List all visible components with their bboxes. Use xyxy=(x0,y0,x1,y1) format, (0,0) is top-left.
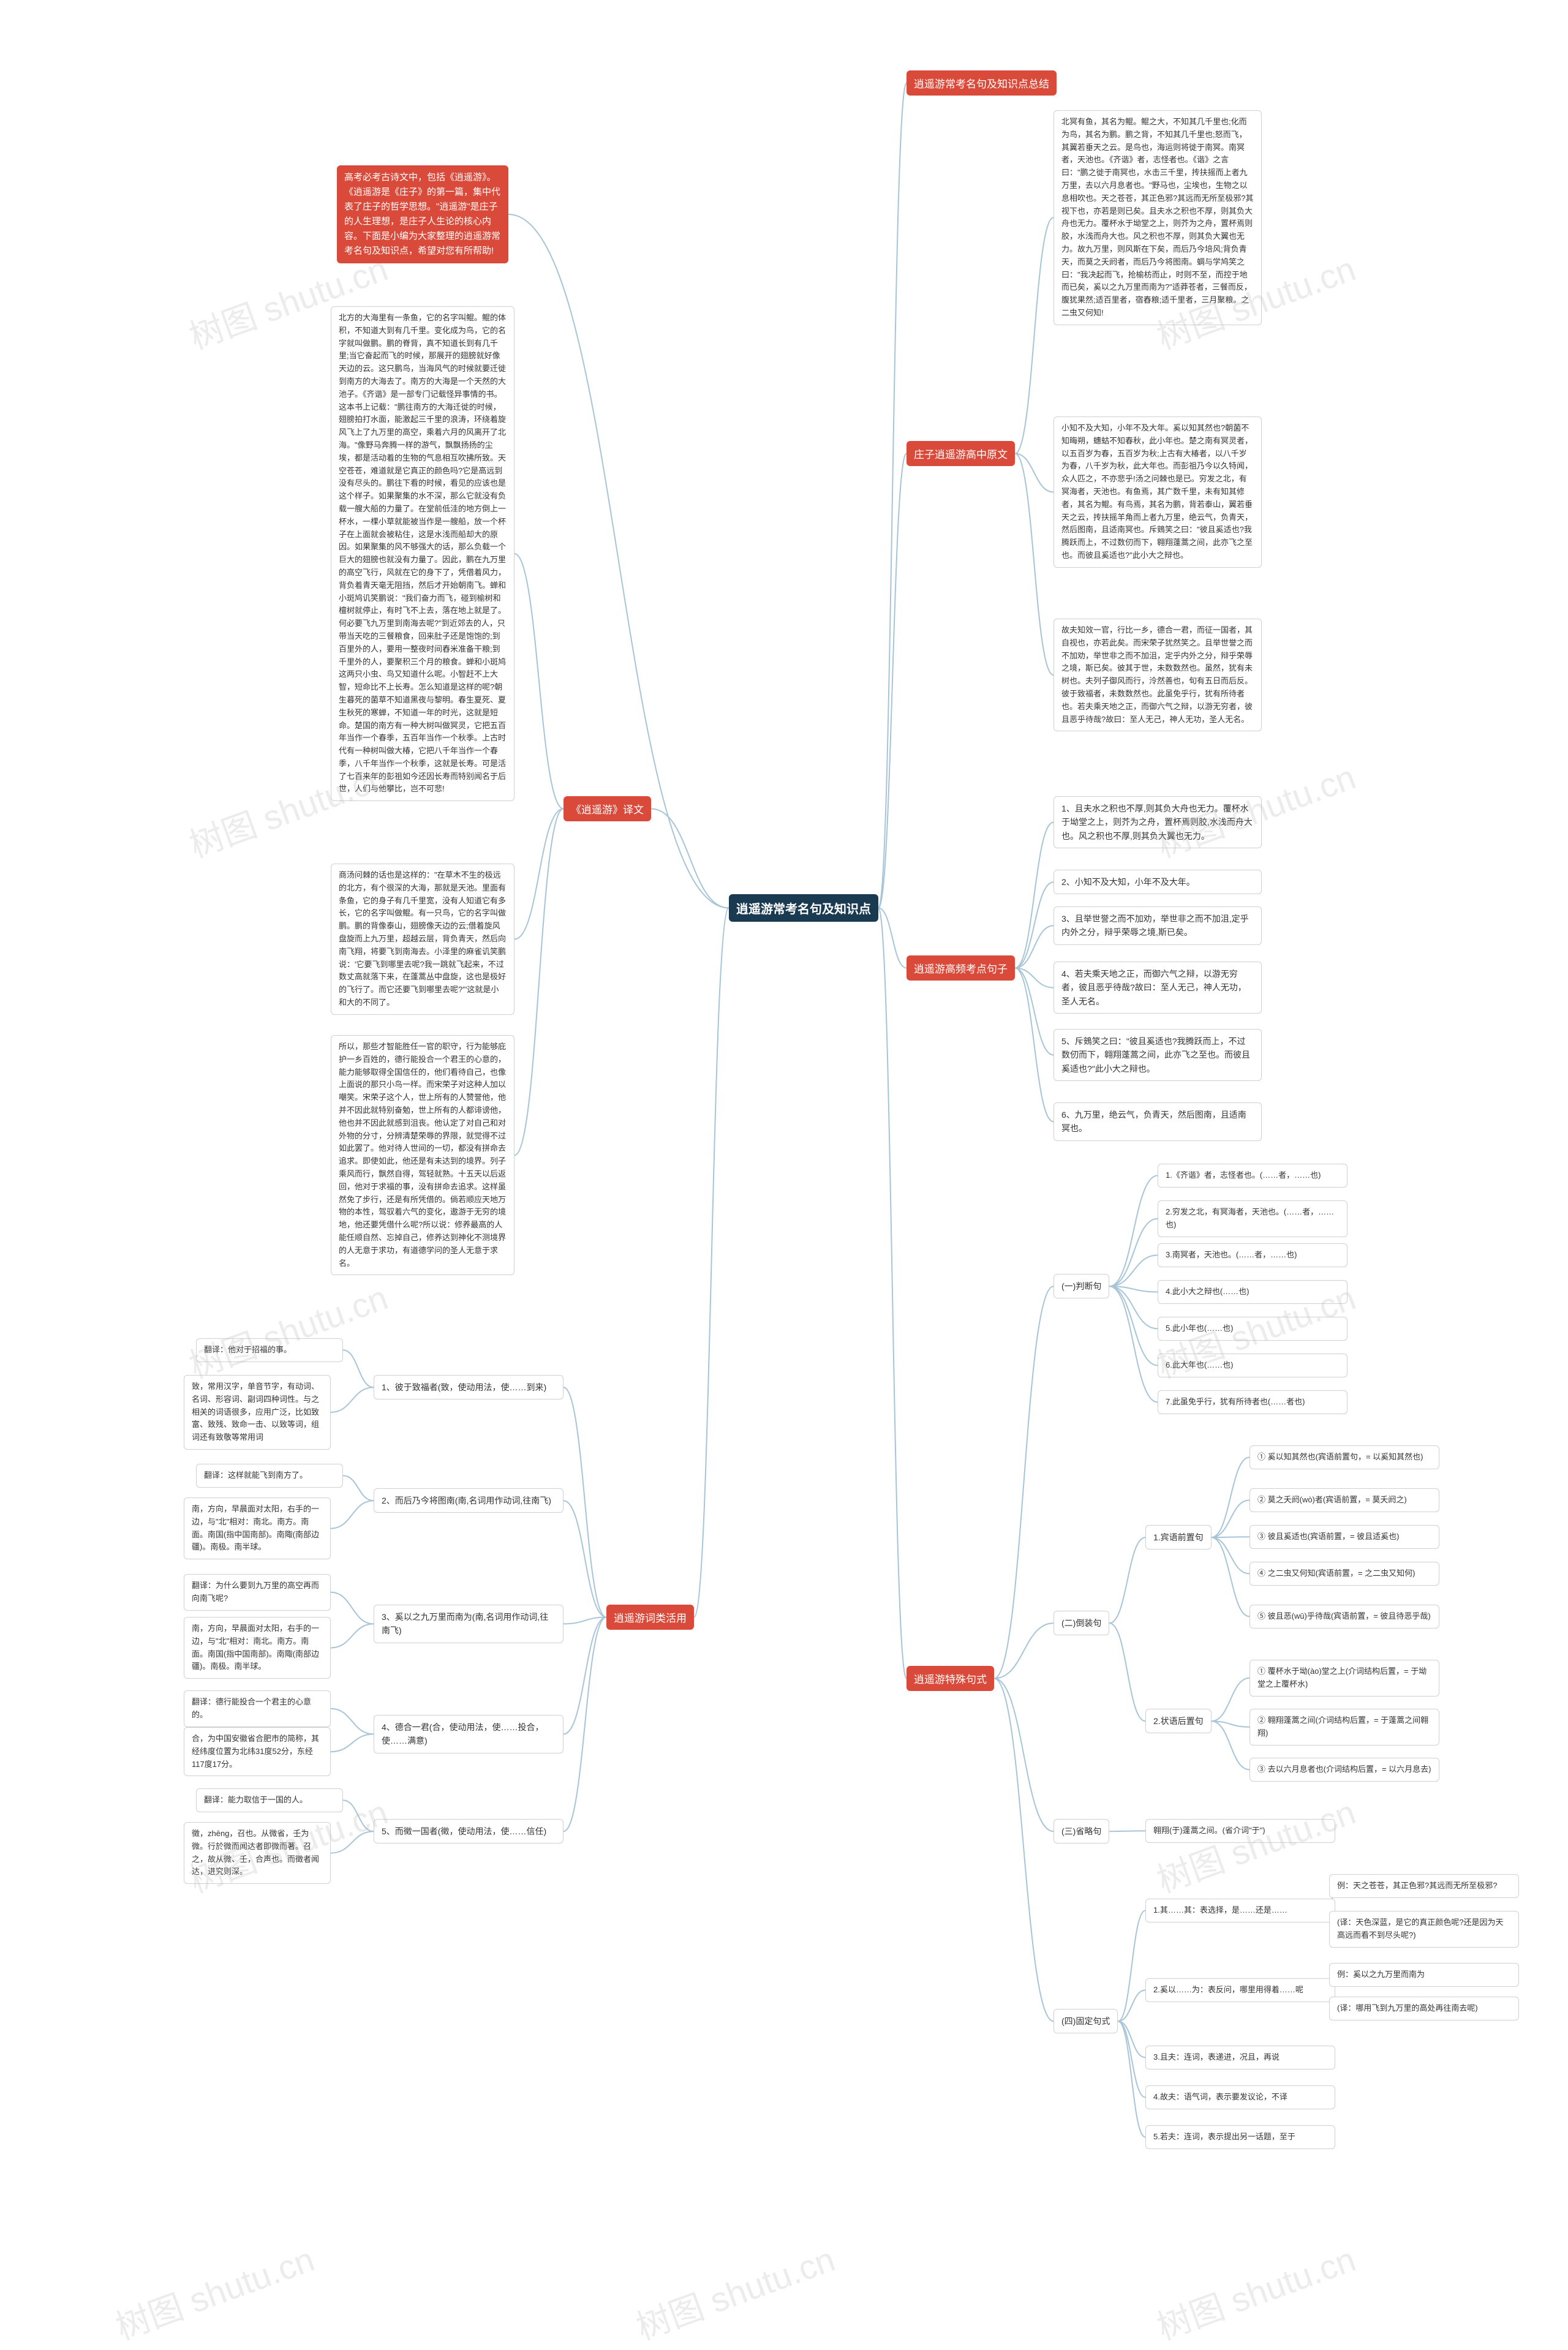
judge-1: 2.穷发之北，有冥海者，天池也。(……者，……也) xyxy=(1158,1200,1348,1237)
translation-section: 《逍遥游》译文 xyxy=(564,796,651,821)
wu-4-sub2: 合，为中国安徽省合肥市的简称，其经纬度位置为北纬31度52分，东经117度17分… xyxy=(184,1727,331,1776)
fixed-0-main: 1.其……其：表选择，是……还是…… xyxy=(1145,1899,1335,1923)
freq-4: 5、斥鴳笑之曰："彼且奚适也?我腾跃而上，不过数仞而下，翱翔蓬蒿之间，此亦飞之至… xyxy=(1054,1029,1262,1081)
invert-pre-2: ③ 彼且奚适也(宾语前置，= 彼且适奚也) xyxy=(1250,1525,1439,1549)
judge-3: 4.此小大之辩也(……也) xyxy=(1158,1280,1348,1304)
invert-post-0: ① 覆杯水于坳(ào)堂之上(介词结构后置，= 于坳堂之上覆杯水) xyxy=(1250,1660,1439,1697)
fixed-2-main: 3.且夫：连词，表递进，况且，再说 xyxy=(1145,2046,1335,2069)
word-usage-title: 逍遥游词类活用 xyxy=(606,1605,694,1630)
translation-title: 《逍遥游》译文 xyxy=(564,796,651,821)
invert-title: (二)倒装句 xyxy=(1054,1611,1109,1635)
summary-title: 逍遥游常考名句及知识点总结 xyxy=(907,70,1057,96)
fixed-3-main: 4.故夫：语气词，表示要发议论，不译 xyxy=(1145,2085,1335,2109)
intro-text: 高考必考古诗文中，包括《逍遥游》。《逍遥游是《庄子》的第一篇，集中代表了庄子的哲… xyxy=(337,165,508,263)
freq-1: 2、小知不及大知，小年不及大年。 xyxy=(1054,870,1262,894)
fixed-1-ex: 例：奚以之九万里而南为 xyxy=(1329,1963,1519,1987)
invert-post-2: ③ 去以六月息者也(介词结构后置，= 以六月息去) xyxy=(1250,1758,1439,1782)
root-node: 逍遥游常考名句及知识点 xyxy=(729,894,878,922)
original-title: 庄子逍遥游高中原文 xyxy=(907,441,1015,466)
invert-post-title: 2.状语后置句 xyxy=(1145,1709,1212,1733)
wu-2-sub1: 翻译：这样就能飞到南方了。 xyxy=(196,1464,343,1488)
wu-2-main: 2、而后乃今将图南(南,名词用作动词,往南飞) xyxy=(374,1488,564,1513)
fixed-1-tr: (译：哪用飞到九万里的高处再往南去呢) xyxy=(1329,1997,1519,2020)
freq-section: 逍遥游高频考点句子 xyxy=(907,955,1015,981)
judge-title: (一)判断句 xyxy=(1054,1274,1109,1298)
translation-block-1: 商汤问棘的话也是这样的："在草木不生的极远的北方，有个很深的大海，那就是天池。里… xyxy=(331,864,514,1015)
invert-pre-0: ① 奚以知其然也(宾语前置句，= 以奚知其然也) xyxy=(1250,1445,1439,1469)
root-label: 逍遥游常考名句及知识点 xyxy=(729,894,878,922)
fixed-0-tr: (译：天色深蓝，是它的真正颜色呢?还是因为天高远而看不到尽头呢?) xyxy=(1329,1911,1519,1948)
wu-3-sub1: 翻译：为什么要到九万里的高空再而向南飞呢? xyxy=(184,1574,331,1611)
wu-1-sub2: 致，常用汉字，单音节字，有动词、名词、形容词、副词四种词性。与之相关的词语很多，… xyxy=(184,1375,331,1450)
original-block-1: 小知不及大知，小年不及大年。奚以知其然也?朝菌不知晦朔，蟪蛄不知春秋，此小年也。… xyxy=(1054,416,1262,568)
freq-title: 逍遥游高频考点句子 xyxy=(907,955,1015,981)
freq-2: 3、且举世誉之而不加劝，举世非之而不加沮,定乎内外之分，辩乎荣辱之境,斯已矣。 xyxy=(1054,906,1262,945)
fixed-title: (四)固定句式 xyxy=(1054,2009,1118,2033)
invert-pre-1: ② 莫之夭阏(wò)者(宾语前置，= 莫夭阏之) xyxy=(1250,1488,1439,1512)
judge-2: 3.南冥者，天池也。(……者，……也) xyxy=(1158,1243,1348,1267)
fixed-0-ex: 例：天之苍苍，其正色邪?其远而无所至极邪? xyxy=(1329,1874,1519,1898)
translation-block-0: 北方的大海里有一条鱼，它的名字叫鲲。鲲的体积，不知道大到有几千里。变化成为鸟，它… xyxy=(331,306,514,801)
wu-5-sub1: 翻译：能力取信于一国的人。 xyxy=(196,1788,343,1812)
fixed-1-main: 2.奚以……为：表反问，哪里用得着……呢 xyxy=(1145,1978,1335,2002)
omit-title: (三)省略句 xyxy=(1054,1819,1109,1843)
word-usage-section: 逍遥游词类活用 xyxy=(606,1605,694,1630)
special-title: 逍遥游特殊句式 xyxy=(907,1666,994,1691)
wu-5-main: 5、而徵一国者(徵，使动用法，使……信任) xyxy=(374,1819,564,1843)
original-section: 庄子逍遥游高中原文 xyxy=(907,441,1015,466)
freq-3: 4、若夫乘天地之正，而御六气之辩，以游无穷者，彼且恶乎待哉?故曰：至人无己，神人… xyxy=(1054,962,1262,1014)
omit-item: 翱翔(于)蓬蒿之间。(省介词"于") xyxy=(1145,1819,1335,1843)
invert-pre-4: ⑤ 彼且恶(wū)乎待哉(宾语前置，= 彼且待恶乎哉) xyxy=(1250,1605,1439,1629)
wu-1-sub1: 翻译：他对于招福的事。 xyxy=(196,1338,343,1362)
wu-5-sub2: 徵，zhēng，召也。从微省，壬为微。行於微而闻达者即微而著。召之，故从微、壬，… xyxy=(184,1822,331,1884)
wu-4-sub1: 翻译：德行能投合一个君主的心意的。 xyxy=(184,1690,331,1727)
judge-6: 7.此虽免乎行，犹有所待者也(……者也) xyxy=(1158,1390,1348,1414)
original-block-0: 北冥有鱼，其名为鲲。鲲之大，不知其几千里也;化而为鸟，其名为鹏。鹏之背，不知其几… xyxy=(1054,110,1262,325)
invert-pre-title: 1.宾语前置句 xyxy=(1145,1525,1212,1550)
special-section: 逍遥游特殊句式 xyxy=(907,1666,994,1691)
freq-0: 1、且夫水之积也不厚,则其负大舟也无力。覆杯水于坳堂之上，则芥为之舟，置杯焉则胶… xyxy=(1054,796,1262,848)
wu-3-main: 3、奚以之九万里而南为(南,名词用作动词,往南飞) xyxy=(374,1605,564,1643)
invert-post-1: ② 翱翔蓬蒿之间(介词结构后置，= 于蓬蒿之间翱翔) xyxy=(1250,1709,1439,1746)
summary-section: 逍遥游常考名句及知识点总结 xyxy=(907,70,1057,96)
invert-pre-3: ④ 之二虫又何知(宾语前置，= 之二虫又知何) xyxy=(1250,1562,1439,1586)
original-block-2: 故夫知效一官，行比一乡，德合一君，而征一国者，其自视也，亦若此矣。而宋荣子犹然笑… xyxy=(1054,619,1262,731)
freq-5: 6、九万里，绝云气，负青天，然后图南，且适南冥也。 xyxy=(1054,1102,1262,1141)
fixed-4-main: 5.若夫：连词，表示提出另一话题，至于 xyxy=(1145,2125,1335,2149)
judge-5: 6.此大年也(……也) xyxy=(1158,1354,1348,1377)
wu-2-sub2: 南，方向，早晨面对太阳，右手的一边，与"北"相对：南北。南方。南面。南国(指中国… xyxy=(184,1497,331,1559)
intro-block: 高考必考古诗文中，包括《逍遥游》。《逍遥游是《庄子》的第一篇，集中代表了庄子的哲… xyxy=(337,165,508,263)
judge-0: 1.《齐谐》者，志怪者也。(……者，……也) xyxy=(1158,1164,1348,1188)
wu-3-sub2: 南，方向，早晨面对太阳，右手的一边，与"北"相对：南北。南方。南面。南国(指中国… xyxy=(184,1617,331,1679)
wu-1-main: 1、彼于致福者(致，使动用法，使……到来) xyxy=(374,1375,564,1399)
translation-block-2: 所以，那些才智能胜任一官的职守，行为能够庇护一乡百姓的，德行能投合一个君王的心意… xyxy=(331,1035,514,1275)
wu-4-main: 4、德合一君(合，使动用法，使……投合，使……满意) xyxy=(374,1715,564,1753)
judge-4: 5.此小年也(……也) xyxy=(1158,1317,1348,1341)
